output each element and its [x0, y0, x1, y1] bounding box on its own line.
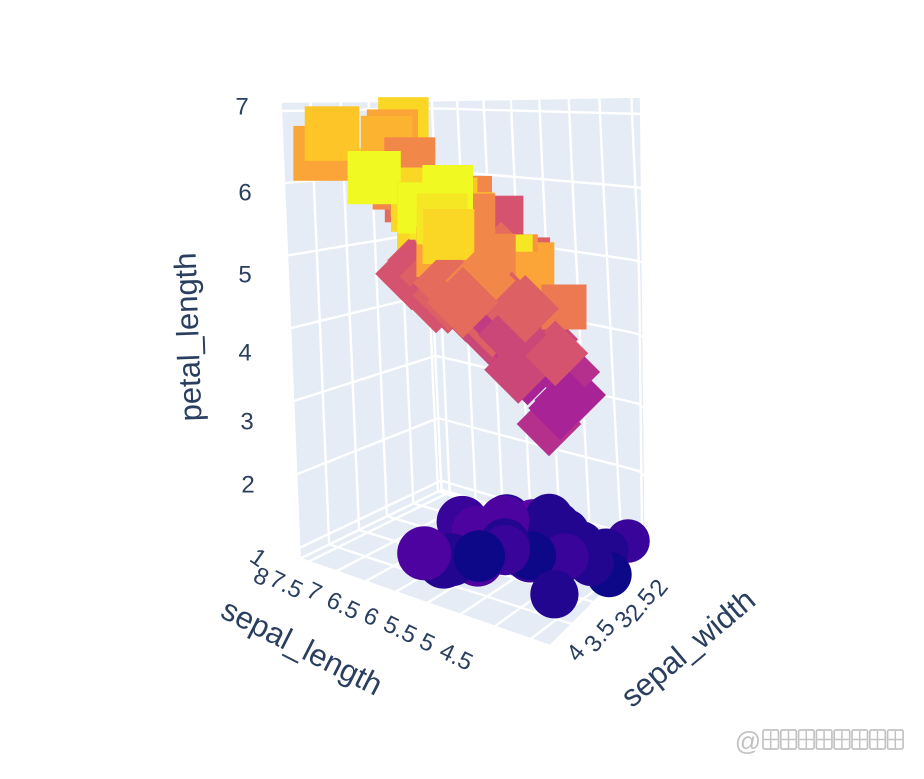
svg-text:7: 7: [235, 94, 248, 121]
svg-text:petal_length: petal_length: [168, 252, 209, 422]
svg-text:4: 4: [238, 340, 251, 367]
svg-text:@: @: [735, 726, 761, 756]
svg-text:3: 3: [240, 409, 253, 436]
svg-text:6: 6: [238, 180, 251, 207]
svg-text:5: 5: [238, 262, 251, 289]
svg-text:2: 2: [241, 472, 254, 499]
